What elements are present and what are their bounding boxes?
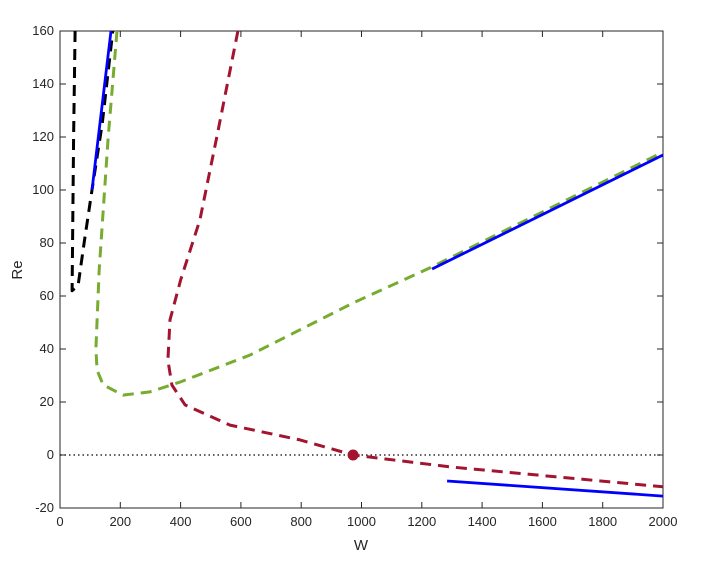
y-tick-label: 160 xyxy=(32,23,54,38)
x-tick-label: 200 xyxy=(109,514,131,529)
y-tick-label: 80 xyxy=(40,235,54,250)
plot-area xyxy=(59,30,664,509)
x-tick-label: 1400 xyxy=(468,514,497,529)
y-tick-label: 60 xyxy=(40,288,54,303)
x-tick-label: 1200 xyxy=(407,514,436,529)
curve xyxy=(94,30,664,397)
x-tick-label: 0 xyxy=(56,514,63,529)
marker xyxy=(347,449,359,461)
x-tick-label: 1600 xyxy=(528,514,557,529)
x-tick-label: 600 xyxy=(230,514,252,529)
y-tick-label: 100 xyxy=(32,182,54,197)
x-tick-label: 1000 xyxy=(347,514,376,529)
x-tick-label: 400 xyxy=(170,514,192,529)
y-tick-label: 0 xyxy=(47,447,54,462)
y-axis-label: Re xyxy=(9,260,26,279)
curve xyxy=(431,153,664,271)
y-tick-label: 120 xyxy=(32,129,54,144)
x-tick-label: 1800 xyxy=(588,514,617,529)
y-tick-label: 40 xyxy=(40,341,54,356)
curve xyxy=(70,30,115,293)
curve xyxy=(447,479,664,498)
curve xyxy=(90,30,113,191)
x-tick-label: 2000 xyxy=(649,514,678,529)
y-tick-label: 20 xyxy=(40,394,54,409)
x-axis-label: W xyxy=(354,537,369,554)
y-tick-label: -20 xyxy=(35,500,54,515)
x-tick-label: 800 xyxy=(290,514,312,529)
y-tick-label: 140 xyxy=(32,76,54,91)
